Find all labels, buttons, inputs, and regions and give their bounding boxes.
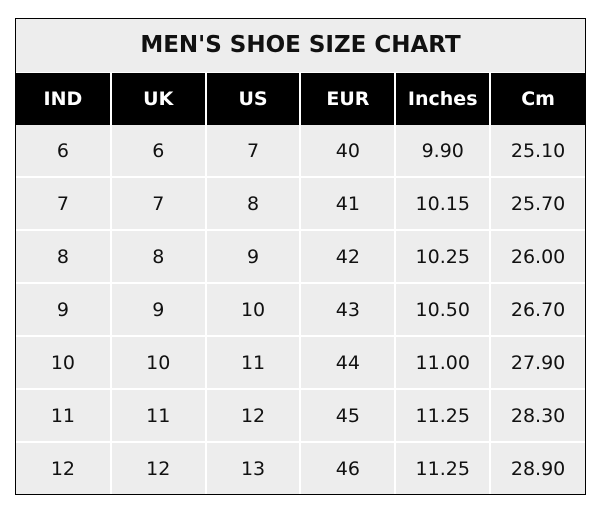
column-header-ind: IND <box>16 73 111 125</box>
table-cell: 6 <box>56 139 69 162</box>
column-header-us: US <box>204 73 301 125</box>
table-cell: 9.90 <box>394 125 491 177</box>
table-cell: 27.90 <box>489 335 585 389</box>
table-cell: 12 <box>204 388 301 442</box>
table-cell: 26.00 <box>489 229 585 283</box>
table-cell: 11 <box>16 388 111 442</box>
table-cell: 11 <box>109 388 206 442</box>
table-cell: 7 <box>109 176 206 230</box>
table-cell: 44 <box>299 335 396 389</box>
table-cell: 8 <box>109 229 206 283</box>
table-cell: 28.30 <box>489 388 585 442</box>
table-cell: 6 <box>109 125 206 177</box>
table-cell: 42 <box>299 229 396 283</box>
chart-title: MEN'S SHOE SIZE CHART <box>16 19 585 73</box>
table-cell: 45 <box>299 388 396 442</box>
table-cell: 43 <box>299 282 396 336</box>
table-row: 7 7 8 41 10.15 25.70 <box>16 176 585 230</box>
column-header-eur: EUR <box>299 73 396 125</box>
table-cell: 28.90 <box>489 441 585 494</box>
table-cell: 10.50 <box>394 282 491 336</box>
table-cell: 10 <box>204 282 301 336</box>
table-cell: 25.10 <box>489 125 585 177</box>
table-cell: 8 <box>16 229 111 283</box>
table-cell: 9 <box>16 282 111 336</box>
table-cell: 7 <box>204 125 301 177</box>
table-cell: 10 <box>109 335 206 389</box>
size-table: IND UK US EUR Inches Cm 6 6 7 40 9.90 25.10 7 7 8 41 10… <box>16 73 585 494</box>
header-row: IND UK US EUR Inches Cm <box>16 73 585 125</box>
table-cell: 41 <box>299 176 396 230</box>
table-cell: 26.70 <box>489 282 585 336</box>
table-cell: 10.25 <box>394 229 491 283</box>
column-header-uk: UK <box>109 73 206 125</box>
table-cell: 12 <box>16 441 111 494</box>
size-chart: MEN'S SHOE SIZE CHART IND UK US EUR Inches Cm… <box>15 18 586 495</box>
table-row: 12 12 13 46 11.25 28.90 <box>16 441 585 494</box>
table-cell: 8 <box>204 176 301 230</box>
table-cell: 9 <box>109 282 206 336</box>
table-row: 11 11 12 45 11.25 28.30 <box>16 388 585 442</box>
table-cell: 40 <box>299 125 396 177</box>
table-cell: 46 <box>299 441 396 494</box>
table-row: 10 10 11 44 11.00 27.90 <box>16 335 585 389</box>
table-cell: 11.00 <box>394 335 491 389</box>
table-cell: 11.25 <box>394 441 491 494</box>
table-cell: 9 <box>204 229 301 283</box>
table-cell: 11.25 <box>394 388 491 442</box>
table-cell: 13 <box>204 441 301 494</box>
table-cell: 10 <box>16 335 111 389</box>
table-cell: 12 <box>109 441 206 494</box>
table-cell: 25.70 <box>489 176 585 230</box>
table-row: 8 8 9 42 10.25 26.00 <box>16 229 585 283</box>
table-cell: 10.15 <box>394 176 491 230</box>
table-cell: 11 <box>204 335 301 389</box>
table-cell: 7 <box>16 176 111 230</box>
column-header-cm: Cm <box>489 73 585 125</box>
column-header-inches: Inches <box>394 73 491 125</box>
table-row: 6 6 7 40 9.90 25.10 <box>16 125 585 177</box>
table-row: 9 9 10 43 10.50 26.70 <box>16 282 585 336</box>
